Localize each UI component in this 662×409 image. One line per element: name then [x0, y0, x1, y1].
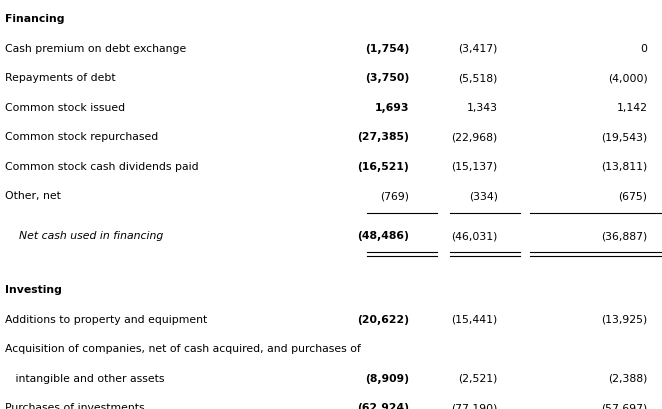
Text: (46,031): (46,031) [451, 231, 498, 240]
Text: (15,441): (15,441) [451, 314, 498, 324]
Text: (769): (769) [380, 191, 409, 201]
Text: (36,887): (36,887) [601, 231, 647, 240]
Text: (8,909): (8,909) [365, 373, 409, 383]
Text: (20,622): (20,622) [357, 314, 409, 324]
Text: (4,000): (4,000) [608, 73, 647, 83]
Text: Common stock cash dividends paid: Common stock cash dividends paid [5, 162, 199, 171]
Text: Additions to property and equipment: Additions to property and equipment [5, 314, 208, 324]
Text: (22,968): (22,968) [451, 132, 498, 142]
Text: (16,521): (16,521) [357, 162, 409, 171]
Text: Cash premium on debt exchange: Cash premium on debt exchange [5, 44, 187, 54]
Text: 1,142: 1,142 [616, 103, 647, 112]
Text: (3,750): (3,750) [365, 73, 409, 83]
Text: (2,521): (2,521) [459, 373, 498, 383]
Text: Acquisition of companies, net of cash acquired, and purchases of: Acquisition of companies, net of cash ac… [5, 344, 361, 353]
Text: Other, net: Other, net [5, 191, 61, 201]
Text: Purchases of investments: Purchases of investments [5, 402, 145, 409]
Text: Financing: Financing [5, 14, 65, 24]
Text: (334): (334) [469, 191, 498, 201]
Text: Repayments of debt: Repayments of debt [5, 73, 116, 83]
Text: (57,697): (57,697) [601, 402, 647, 409]
Text: (77,190): (77,190) [451, 402, 498, 409]
Text: (48,486): (48,486) [357, 231, 409, 240]
Text: (3,417): (3,417) [459, 44, 498, 54]
Text: 0: 0 [640, 44, 647, 54]
Text: (19,543): (19,543) [601, 132, 647, 142]
Text: (15,137): (15,137) [451, 162, 498, 171]
Text: (675): (675) [618, 191, 647, 201]
Text: (62,924): (62,924) [357, 402, 409, 409]
Text: Common stock repurchased: Common stock repurchased [5, 132, 158, 142]
Text: 1,343: 1,343 [467, 103, 498, 112]
Text: Net cash used in financing: Net cash used in financing [5, 231, 164, 240]
Text: Common stock issued: Common stock issued [5, 103, 125, 112]
Text: (13,811): (13,811) [601, 162, 647, 171]
Text: intangible and other assets: intangible and other assets [5, 373, 165, 383]
Text: (2,388): (2,388) [608, 373, 647, 383]
Text: Investing: Investing [5, 285, 62, 294]
Text: (13,925): (13,925) [601, 314, 647, 324]
Text: (27,385): (27,385) [357, 132, 409, 142]
Text: (1,754): (1,754) [365, 44, 409, 54]
Text: (5,518): (5,518) [459, 73, 498, 83]
Text: 1,693: 1,693 [375, 103, 409, 112]
